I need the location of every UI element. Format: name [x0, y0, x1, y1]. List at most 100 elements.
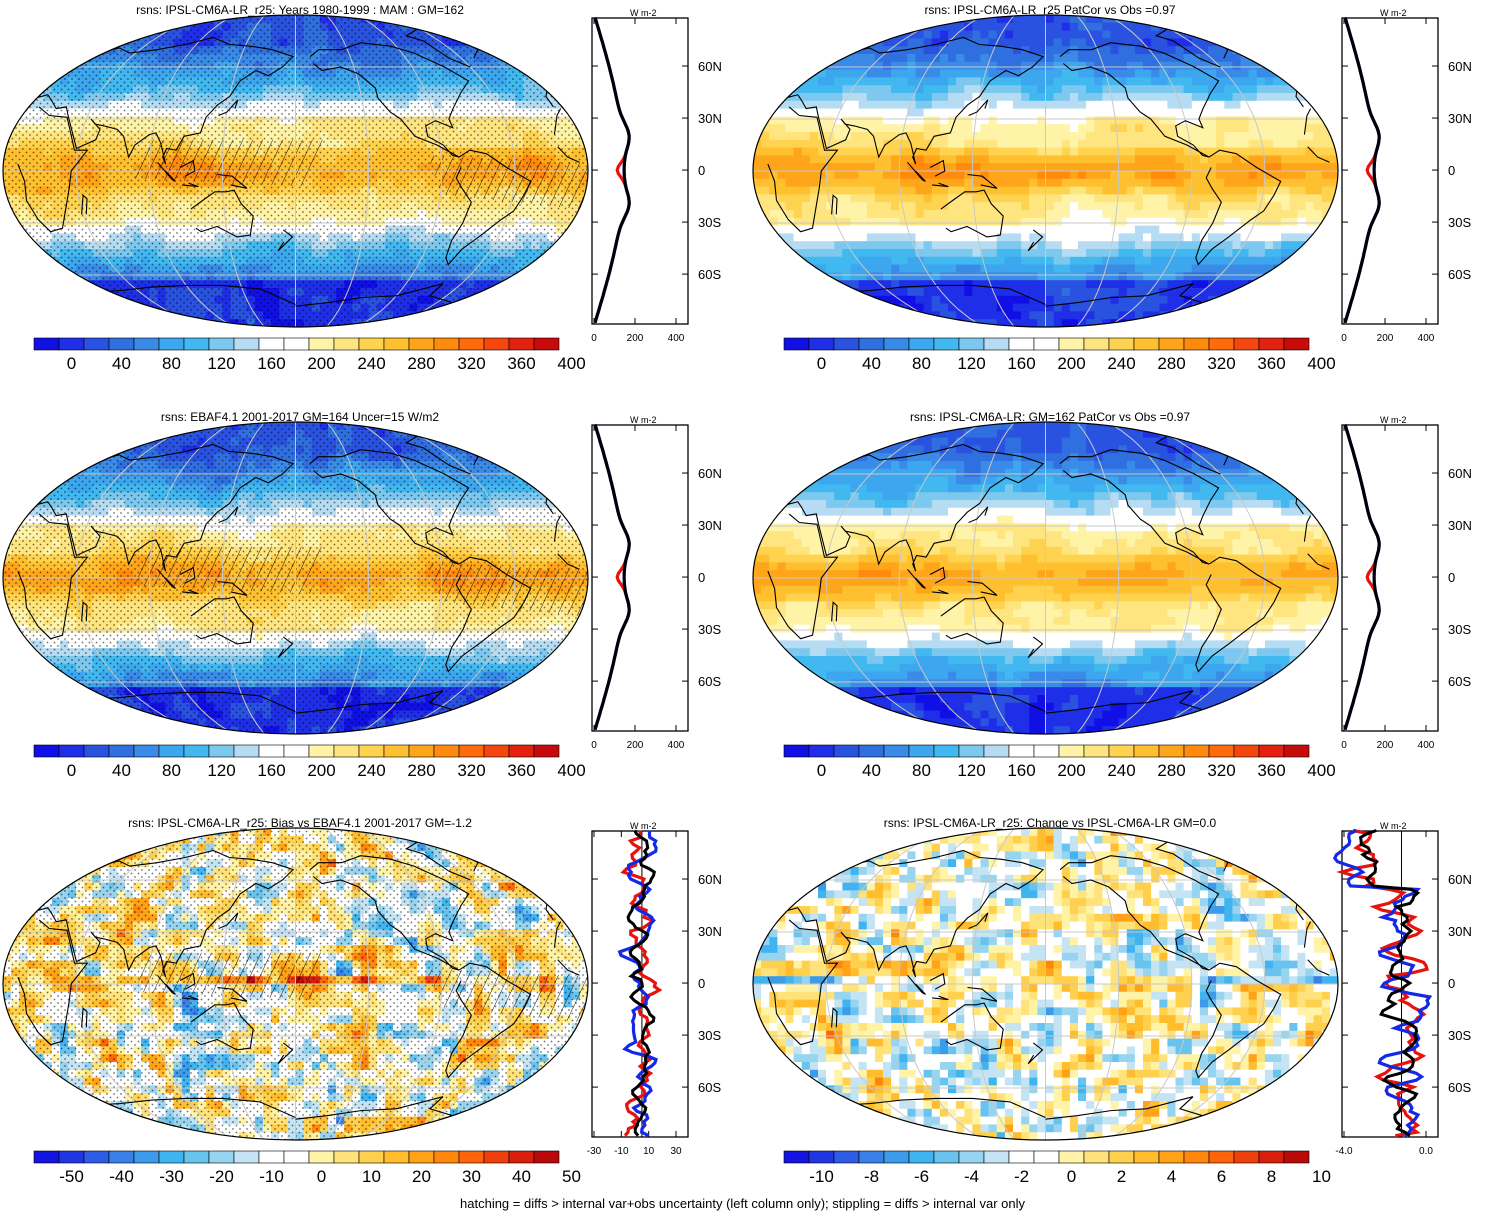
- colorbar-label: 320: [1207, 354, 1235, 373]
- graticule: [753, 828, 1338, 1140]
- colorbar-label: 160: [257, 354, 285, 373]
- colorbar-5: -50 -40 -30 -20 -10 0 10 20 30 40 50: [33, 1150, 581, 1186]
- profile-units: W m-2: [1380, 415, 1407, 425]
- colorbar-label: 280: [407, 354, 435, 373]
- map-field-6: [753, 828, 1338, 1140]
- colorbar-label: 0: [317, 1167, 326, 1186]
- panel-1-title: rsns: IPSL-CM6A-LR_r25: Years 1980-1999 …: [136, 3, 464, 17]
- profile-x-label: 10: [643, 1146, 655, 1157]
- colorbar-label: 120: [957, 761, 985, 780]
- panel-6-title: rsns: IPSL-CM6A-LR_r25: Change vs IPSL-C…: [883, 816, 1217, 830]
- map-field-4: [753, 422, 1338, 734]
- profile-line-black: [1343, 17, 1381, 324]
- colorbar-label: 20: [412, 1167, 431, 1186]
- colorbar-label: 120: [207, 761, 235, 780]
- colorbar-4: 0 40 80 120 160 200 240 280 320 360 400: [783, 744, 1336, 780]
- colorbar-label: 30: [462, 1167, 481, 1186]
- map-border: [2, 421, 589, 735]
- colorbar-label: 360: [1257, 354, 1285, 373]
- profile-lat-label: 0: [698, 163, 705, 178]
- colorbar-label: 40: [112, 354, 131, 373]
- map-border: [752, 421, 1339, 735]
- colorbar-label: 0: [817, 761, 826, 780]
- colorbar-label: 10: [1312, 1167, 1331, 1186]
- colorbar-label: -50: [59, 1167, 84, 1186]
- colorbar-label: 280: [1157, 354, 1185, 373]
- colorbar-label: 360: [1257, 761, 1285, 780]
- panel-2: 0 40 80 120 160 200 240 280 320 360 400 W m-2 60N 30N…: [752, 8, 1472, 373]
- colorbar-label: 80: [162, 354, 181, 373]
- profile-x-label: -4.0: [1335, 1146, 1353, 1157]
- profile-units: W m-2: [1380, 8, 1407, 18]
- colorbar-label: 240: [357, 354, 385, 373]
- colorbar-label: 240: [357, 761, 385, 780]
- profile-lat-label: 60S: [1448, 267, 1471, 282]
- colorbar-label: 360: [507, 354, 535, 373]
- profile-units: W m-2: [630, 8, 657, 18]
- profile-lat-label: 0: [698, 570, 705, 585]
- zonal-profile-2: W m-2 60N 30N 0 30S 60S 0 200 400: [1341, 8, 1472, 344]
- profile-x-label: 30: [670, 1146, 682, 1157]
- profile-lat-label: 30N: [698, 111, 722, 126]
- colorbar-label: -6: [914, 1167, 929, 1186]
- colorbar-label: -2: [1014, 1167, 1029, 1186]
- profile-x-label: -30: [587, 1146, 602, 1157]
- colorbar-3: 0 40 80 120 160 200 240 280 320 360 400: [33, 744, 586, 780]
- profile-x-label: 200: [627, 740, 644, 751]
- profile-line-blue: [1332, 829, 1433, 1137]
- colorbar-label: 10: [362, 1167, 381, 1186]
- map-border: [752, 827, 1339, 1141]
- colorbar-1: 0 40 80 120 160 200 240 280 320 360 400: [33, 337, 586, 373]
- colorbar-label: 400: [1307, 761, 1335, 780]
- colorbar-label: -10: [809, 1167, 834, 1186]
- profile-line-black: [1358, 829, 1421, 1137]
- colorbar-label: 2: [1117, 1167, 1126, 1186]
- colorbar-label: 320: [457, 761, 485, 780]
- profile-lat-label: 0: [698, 976, 705, 991]
- colorbar-label: 80: [912, 354, 931, 373]
- colorbar-label: 8: [1267, 1167, 1276, 1186]
- zonal-profile-1: W m-2 60N 30N 0 30S 60S 0 200 400: [591, 8, 722, 344]
- profile-lat-label: 30N: [698, 518, 722, 533]
- profile-x-label: 0: [591, 740, 597, 751]
- zonal-profile-3: W m-2 60N 30N 0 30S 60S 0 200 400: [591, 415, 722, 751]
- profile-lat-label: 0: [1448, 976, 1455, 991]
- profile-line-blue: [617, 830, 658, 1138]
- profile-lat-label: 0: [1448, 570, 1455, 585]
- profile-x-label: 400: [668, 740, 685, 751]
- colorbar-label: 200: [307, 354, 335, 373]
- colorbar-label: 320: [1207, 761, 1235, 780]
- colorbar-label: 40: [112, 761, 131, 780]
- zonal-profile-6: W m-2 60N 30N 0 30S 60S -4.0 0.0: [1332, 821, 1472, 1157]
- panel-4: 0 40 80 120 160 200 240 280 320 360 400 W m-2 60N 30N…: [752, 415, 1472, 780]
- colorbar-label: 6: [1217, 1167, 1226, 1186]
- colorbar-label: 0: [67, 354, 76, 373]
- profile-line-black: [593, 424, 631, 731]
- profile-lat-label: 30S: [1448, 622, 1471, 637]
- profile-lat-label: 30N: [1448, 518, 1472, 533]
- profile-lat-label: 30S: [1448, 215, 1471, 230]
- profile-lat-label: 60N: [1448, 59, 1472, 74]
- profile-lat-label: 60N: [698, 59, 722, 74]
- map-field-5: [3, 828, 588, 1140]
- colorbar-label: 0: [67, 761, 76, 780]
- profile-x-label: 400: [1418, 333, 1435, 344]
- colorbar-label: 200: [1057, 761, 1085, 780]
- coastlines: [17, 26, 580, 307]
- map-border: [752, 14, 1339, 328]
- colorbar-label: -30: [159, 1167, 184, 1186]
- profile-x-label: 200: [1377, 740, 1394, 751]
- profile-lat-label: 60S: [698, 674, 721, 689]
- colorbar-label: 280: [407, 761, 435, 780]
- map-border: [2, 827, 589, 1141]
- map-field-3: [3, 422, 588, 734]
- profile-line-black: [593, 17, 631, 324]
- profile-lat-label: 30S: [698, 215, 721, 230]
- colorbar-label: 320: [457, 354, 485, 373]
- colorbar-label: 80: [912, 761, 931, 780]
- profile-x-label: 400: [1418, 740, 1435, 751]
- profile-x-label: 0: [1341, 333, 1347, 344]
- map-border: [2, 14, 589, 328]
- profile-units: W m-2: [630, 415, 657, 425]
- profile-x-label: -10: [614, 1146, 629, 1157]
